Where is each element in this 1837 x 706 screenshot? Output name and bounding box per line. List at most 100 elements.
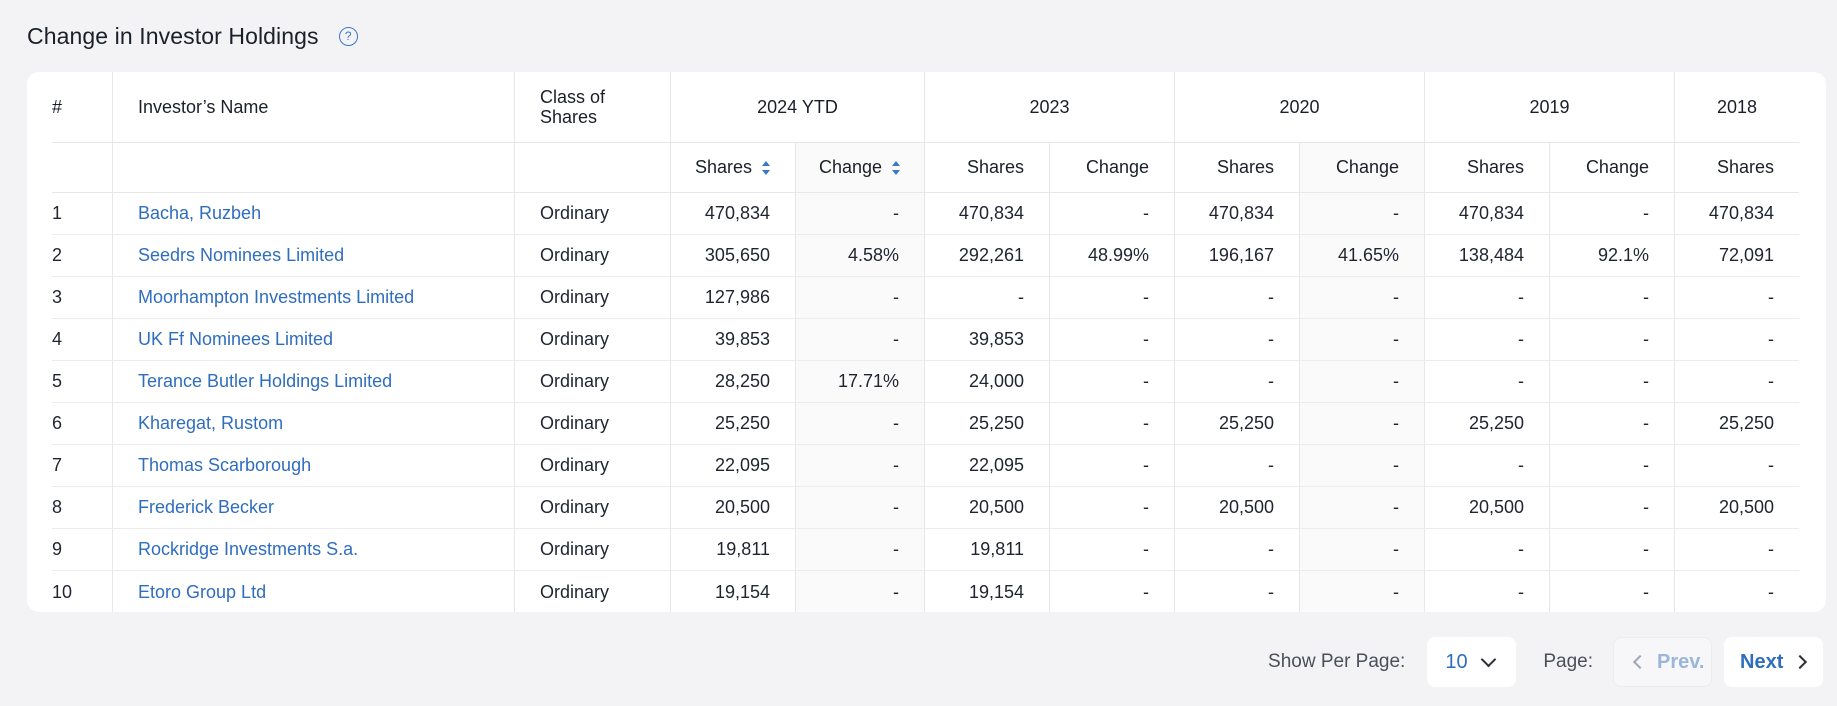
shares-value: 72,091 [1674,235,1799,277]
investor-name-link[interactable]: Seedrs Nominees Limited [138,245,345,265]
shares-value: 28,250 [670,361,795,403]
investor-name-link[interactable]: Bacha, Ruzbeh [138,203,262,223]
holdings-table-card: # Investor’s Name Class of Shares 2024 Y… [27,72,1826,612]
subheader-shares: Shares [694,157,753,177]
chevron-down-icon [1481,651,1497,668]
investor-name-cell: Thomas Scarborough [112,445,514,487]
change-value: - [1299,277,1424,319]
row-number: 10 [52,581,73,602]
investor-name-link[interactable]: Frederick Becker [138,497,275,517]
chevron-right-icon [1793,654,1808,670]
shares-value: 470,834 [1674,193,1799,235]
shares-value: 196,167 [1174,235,1299,277]
per-page-value: 10 [1445,650,1468,673]
shares-value: - [1424,445,1549,487]
change-value: - [1299,571,1424,612]
prev-page-button[interactable]: Prev. [1613,637,1712,687]
share-class: Ordinary [514,319,670,361]
class-header-line2: Shares [540,107,598,127]
shares-value: 39,853 [670,319,795,361]
shares-value: - [1674,571,1799,612]
share-class: Ordinary [514,487,670,529]
pagination-bar: Show Per Page: 10 Page: Prev. Next [1268,637,1823,687]
investor-name-link[interactable]: Terance Butler Holdings Limited [138,371,393,391]
subheader-change: Change [1299,143,1424,193]
share-class: Ordinary [514,361,670,403]
shares-value: 25,250 [924,403,1049,445]
shares-value: - [1174,571,1299,612]
shares-value: 20,500 [924,487,1049,529]
shares-value: - [1174,529,1299,571]
holdings-table: # Investor’s Name Class of Shares 2024 Y… [52,72,1799,612]
column-group-2020: 2020 [1174,72,1424,143]
table-row: 4 UK Ff Nominees Limited Ordinary 39,853-39… [52,319,1799,361]
change-value: 48.99% [1049,235,1174,277]
row-number: 1 [52,193,112,235]
shares-value: - [1174,277,1299,319]
sort-icon[interactable] [892,160,901,176]
subheader-shares: Shares [1424,143,1549,193]
shares-value: 305,650 [670,235,795,277]
investor-name-link[interactable]: Moorhampton Investments Limited [138,287,415,307]
shares-value: 25,250 [1424,403,1549,445]
sort-2024-change[interactable]: Change [795,143,924,193]
next-page-button[interactable]: Next [1724,637,1823,687]
table-row: 10 Etoro Group Ltd Ordinary 19,154-19,154- -… [52,571,1799,612]
change-value: - [795,529,924,571]
change-value: - [1299,487,1424,529]
row-number: 2 [52,235,112,277]
change-value: - [795,445,924,487]
subheader-shares: Shares [1674,143,1799,193]
change-value: - [1299,445,1424,487]
subheader-shares: Shares [924,143,1049,193]
change-value: - [1299,529,1424,571]
change-value: - [1049,529,1174,571]
change-value: - [1299,403,1424,445]
question-circle-icon[interactable]: ? [338,26,358,46]
table-row: 5 Terance Butler Holdings Limited Ordinary… [52,361,1799,403]
column-group-2018: 2018 [1674,72,1799,143]
subheader-empty [52,143,112,193]
investor-name-cell: Seedrs Nominees Limited [112,235,514,277]
shares-value: 20,500 [1674,487,1799,529]
investor-name-link[interactable]: Rockridge Investments S.a. [138,539,359,559]
shares-value: - [1174,445,1299,487]
per-page-select[interactable]: 10 [1427,637,1517,687]
subheader-empty [112,143,514,193]
change-value: - [1049,277,1174,319]
investor-name-cell: Kharegat, Rustom [112,403,514,445]
investor-name-link[interactable]: Thomas Scarborough [138,455,312,475]
sort-2024-shares[interactable]: Shares [670,143,795,193]
shares-value: - [1674,445,1799,487]
change-value: - [1049,361,1174,403]
subheader-shares: Shares [1174,143,1299,193]
shares-value: 19,154 [670,571,795,612]
shares-value: - [1424,361,1549,403]
sort-icon[interactable] [762,160,771,176]
change-value: - [1549,319,1674,361]
investor-name-link[interactable]: Kharegat, Rustom [138,413,284,433]
change-value: - [1549,487,1674,529]
change-value: - [795,193,924,235]
column-header-class-of-shares: Class of Shares [514,72,670,143]
shares-value: 127,986 [670,277,795,319]
page-label: Page: [1543,651,1593,672]
change-value: 17.71% [795,361,924,403]
investor-name-link[interactable]: Etoro Group Ltd [138,581,267,602]
shares-value: 39,853 [924,319,1049,361]
shares-value: 19,811 [924,529,1049,571]
change-value: - [795,571,924,612]
change-value: - [1549,403,1674,445]
change-value: - [1299,361,1424,403]
investor-name-link[interactable]: UK Ff Nominees Limited [138,329,334,349]
shares-value: 470,834 [1174,193,1299,235]
shares-value: 470,834 [924,193,1049,235]
change-value: - [795,277,924,319]
change-value: - [795,319,924,361]
shares-value: 24,000 [924,361,1049,403]
shares-value: - [1174,361,1299,403]
row-number: 9 [52,529,112,571]
shares-value: 138,484 [1424,235,1549,277]
change-value: - [795,487,924,529]
shares-value: 20,500 [1424,487,1549,529]
